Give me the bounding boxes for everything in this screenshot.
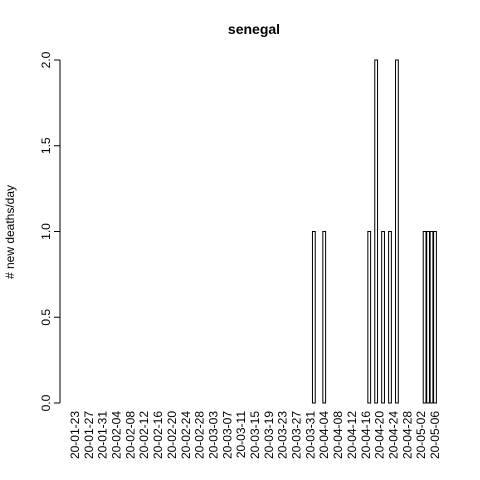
bar (381, 231, 385, 404)
x-tick-label: 20-04-16 (359, 411, 373, 459)
y-tick-label: 1.5 (39, 137, 53, 154)
x-tick-label: 20-04-24 (386, 411, 400, 459)
x-tick-label: 20-04-12 (345, 411, 359, 459)
x-tick-label: 20-03-31 (303, 411, 317, 459)
x-tick-label: 20-05-02 (414, 411, 428, 459)
bar (311, 231, 316, 404)
x-tick-label: 20-01-27 (82, 411, 96, 459)
x-tick-label: 20-02-12 (137, 411, 151, 459)
y-tick-label: 2.0 (39, 51, 53, 68)
x-tick-label: 20-04-28 (400, 411, 414, 459)
bar (388, 231, 392, 404)
x-tick-label: 20-03-19 (262, 411, 276, 459)
chart-title: senegal (228, 21, 280, 37)
x-tick-label: 20-03-03 (206, 411, 220, 459)
y-axis-label: # new deaths/day (3, 185, 17, 279)
bar (426, 231, 430, 404)
bar (322, 231, 327, 404)
x-tick-label: 20-04-04 (317, 411, 331, 459)
bar (422, 231, 427, 404)
x-tick-label: 20-04-08 (331, 411, 345, 459)
bar (367, 231, 372, 404)
x-tick-label: 20-03-15 (248, 411, 262, 459)
x-tick-label: 20-02-08 (123, 411, 137, 459)
x-tick-label: 20-03-11 (234, 411, 248, 458)
x-tick-label: 20-01-23 (68, 411, 82, 459)
x-tick-label: 20-02-20 (165, 411, 179, 459)
bar (374, 59, 379, 404)
x-tick-label: 20-04-20 (373, 411, 387, 459)
x-tick-label: 20-01-31 (96, 411, 110, 459)
bar (429, 231, 434, 404)
bar (433, 231, 437, 404)
x-tick-label: 20-02-28 (193, 411, 207, 459)
x-tick-label: 20-05-06 (428, 411, 442, 459)
bar (395, 59, 399, 404)
x-tick-label: 20-03-23 (276, 411, 290, 459)
y-tick-label: 1.0 (39, 223, 53, 240)
x-tick-label: 20-03-07 (220, 411, 234, 459)
y-tick-label: 0.5 (39, 309, 53, 326)
x-tick-label: 20-03-27 (290, 411, 304, 459)
x-tick-label: 20-02-24 (179, 411, 193, 459)
x-tick-label: 20-02-16 (151, 411, 165, 459)
y-tick-label: 0.0 (39, 394, 53, 411)
x-tick-label: 20-02-04 (110, 411, 124, 459)
